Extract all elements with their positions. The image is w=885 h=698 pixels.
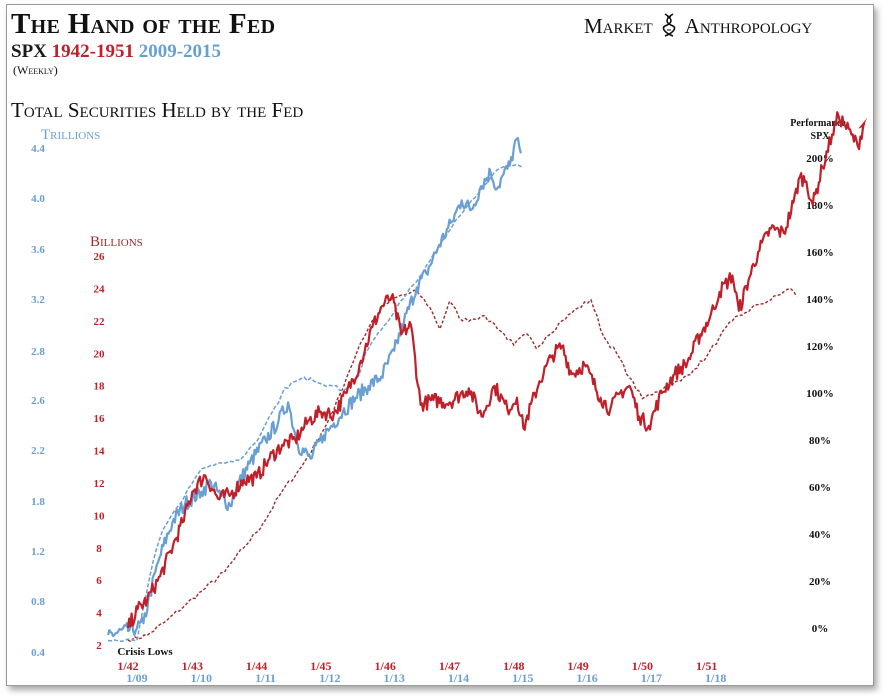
tick-label-performance: 100%	[806, 388, 834, 400]
tick-label-performance: 120%	[806, 341, 834, 353]
axis-label-spx: SPX	[811, 131, 831, 142]
x-tick-label-blue: 1/18	[705, 671, 726, 685]
tick-label-trillions: 0.4	[31, 647, 45, 659]
tick-label-trillions: 2.6	[31, 395, 45, 407]
tick-label-performance: 140%	[806, 294, 834, 306]
x-tick-label-red: 1/44	[246, 659, 267, 673]
x-tick-label-red: 1/42	[117, 659, 138, 673]
tick-label-trillions: 3.2	[31, 294, 45, 306]
series-layer	[107, 111, 868, 643]
tick-label-trillions: 2.8	[31, 346, 45, 358]
tick-label-performance: 40%	[809, 529, 831, 541]
x-tick-label-blue: 1/09	[126, 671, 147, 685]
tick-label-billions: 6	[96, 575, 102, 587]
x-tick-label-red: 1/48	[503, 659, 524, 673]
series-line-spx-2009-2015	[107, 136, 522, 638]
subtitle-spx: SPX	[11, 41, 47, 62]
x-tick-label-blue: 1/11	[255, 671, 276, 685]
tick-label-trillions: 2.2	[31, 445, 45, 457]
series-end-arrow	[858, 117, 868, 129]
tick-label-trillions: 3.6	[31, 244, 45, 256]
tick-label-billions: 10	[94, 510, 106, 522]
tick-label-billions: 18	[94, 381, 106, 393]
brand-logo: Market Anthropology	[584, 13, 812, 39]
chart-subtitle: SPX 1942-1951 2009-2015	[11, 41, 221, 63]
tick-label-billions: 22	[94, 316, 106, 328]
x-tick-label-red: 1/47	[439, 659, 460, 673]
x-tick-label-red: 1/46	[375, 659, 396, 673]
tick-label-trillions: 1.8	[31, 496, 45, 508]
tick-label-billions: 24	[94, 283, 106, 295]
x-tick-label-red: 1/45	[310, 659, 331, 673]
x-tick-label-red: 1/50	[632, 659, 653, 673]
series-line-spx-1942-1951	[126, 111, 866, 629]
chart-heading: Total Securities Held by the Fed	[11, 98, 304, 122]
subtitle-red-period: 1942-1951	[51, 41, 134, 62]
x-tick-label-blue: 1/14	[448, 671, 469, 685]
tick-label-performance: 160%	[806, 247, 834, 259]
tick-label-performance: 180%	[806, 200, 834, 212]
tick-label-billions: 20	[94, 348, 106, 360]
axis-label-trillions: Trillions	[41, 127, 100, 143]
tick-label-performance: 80%	[809, 435, 831, 447]
x-tick-label-blue: 1/13	[384, 671, 405, 685]
tick-label-billions: 26	[94, 251, 106, 263]
brand-left-text: Market	[584, 14, 653, 38]
tick-label-performance: 0%	[812, 623, 829, 635]
tick-label-billions: 2	[96, 640, 102, 652]
brand-right-text: Anthropology	[684, 14, 813, 38]
x-tick-label-blue: 1/12	[319, 671, 340, 685]
tick-label-performance: 60%	[809, 482, 831, 494]
tick-label-billions: 14	[94, 446, 106, 458]
chart-title: The Hand of the Fed	[11, 8, 276, 40]
x-tick-label-blue: 1/10	[191, 671, 212, 685]
tick-label-performance: 20%	[809, 576, 831, 588]
subtitle-frequency: (Weekly)	[13, 63, 58, 77]
x-tick-label-blue: 1/17	[641, 671, 662, 685]
series-line-fed-2009-2015	[108, 164, 522, 643]
axis-label-performance: Performance	[790, 118, 846, 129]
tick-label-trillions: 4.4	[31, 143, 45, 155]
subtitle-blue-period: 2009-2015	[138, 41, 222, 62]
tick-label-billions: 4	[96, 608, 102, 620]
tick-label-billions: 16	[94, 413, 106, 425]
tick-label-billions: 8	[96, 543, 102, 555]
series-line-fed-1942-1951	[127, 287, 798, 643]
labels-layer: Crisis Lows	[117, 646, 173, 658]
x-tick-label-red: 1/43	[182, 659, 203, 673]
annotation-crisis-lows: Crisis Lows	[117, 646, 173, 658]
dna-icon	[662, 13, 676, 37]
tick-label-trillions: 4.0	[31, 193, 45, 205]
x-tick-label-red: 1/49	[567, 659, 588, 673]
tick-label-performance: 200%	[806, 153, 834, 165]
tick-label-trillions: 0.8	[31, 596, 45, 608]
x-tick-label-blue: 1/15	[512, 671, 533, 685]
x-tick-label-blue: 1/16	[576, 671, 597, 685]
axis-label-billions: Billions	[90, 234, 143, 250]
tick-label-billions: 12	[94, 478, 106, 490]
axes-layer: 0.4 0.8 1.2 1.8 2.2 2.6 2.8 3.2 3.6 4.0 4.4Trillio…	[31, 118, 846, 685]
x-tick-label-red: 1/51	[696, 659, 717, 673]
tick-label-trillions: 1.2	[31, 546, 45, 558]
